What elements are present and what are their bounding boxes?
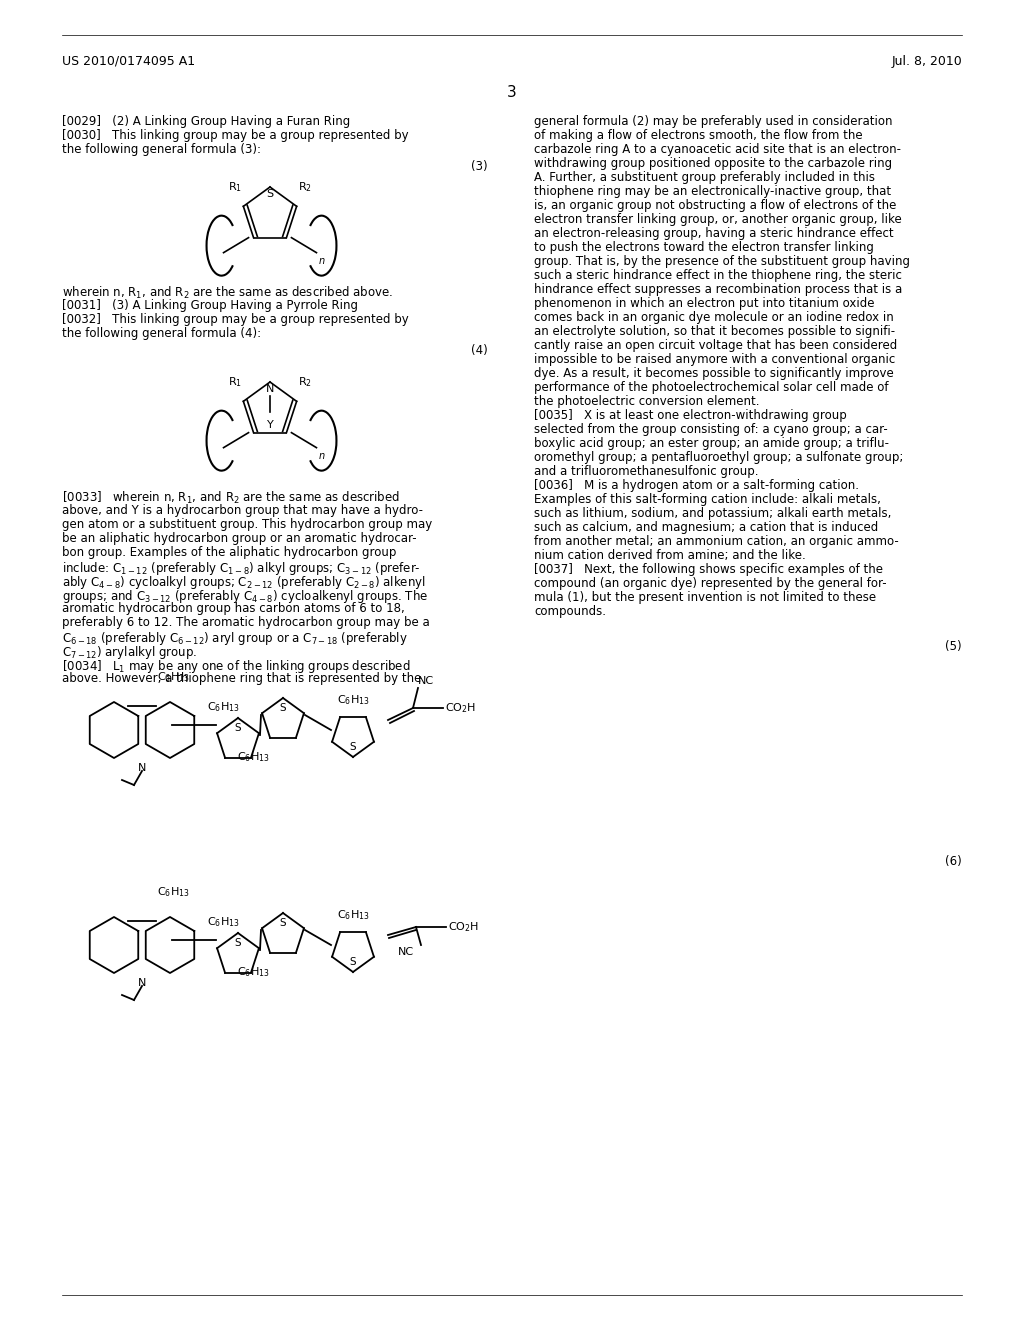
Text: to push the electrons toward the electron transfer linking: to push the electrons toward the electro… xyxy=(534,242,873,253)
Text: selected from the group consisting of: a cyano group; a car-: selected from the group consisting of: a… xyxy=(534,422,888,436)
Text: include: C$_{1-12}$ (preferably C$_{1-8}$) alkyl groups; C$_{3-12}$ (prefer-: include: C$_{1-12}$ (preferably C$_{1-8}… xyxy=(62,560,421,577)
Text: NC: NC xyxy=(418,676,434,686)
Text: R$_2$: R$_2$ xyxy=(298,376,311,389)
Text: mula (1), but the present invention is not limited to these: mula (1), but the present invention is n… xyxy=(534,591,877,605)
Text: such as calcium, and magnesium; a cation that is induced: such as calcium, and magnesium; a cation… xyxy=(534,521,879,535)
Text: groups; and C$_{3-12}$ (preferably C$_{4-8}$) cycloalkenyl groups. The: groups; and C$_{3-12}$ (preferably C$_{4… xyxy=(62,587,428,605)
Text: (3): (3) xyxy=(471,160,488,173)
Text: the following general formula (4):: the following general formula (4): xyxy=(62,327,261,341)
Text: oromethyl group; a pentafluoroethyl group; a sulfonate group;: oromethyl group; a pentafluoroethyl grou… xyxy=(534,451,903,465)
Text: boxylic acid group; an ester group; an amide group; a triflu-: boxylic acid group; an ester group; an a… xyxy=(534,437,889,450)
Text: N: N xyxy=(266,384,274,393)
Text: cantly raise an open circuit voltage that has been considered: cantly raise an open circuit voltage tha… xyxy=(534,339,897,352)
Text: impossible to be raised anymore with a conventional organic: impossible to be raised anymore with a c… xyxy=(534,352,895,366)
Text: C$_6$H$_{13}$: C$_6$H$_{13}$ xyxy=(207,700,240,714)
Text: R$_2$: R$_2$ xyxy=(298,181,311,194)
Text: wherein n, R$_1$, and R$_2$ are the same as described above.: wherein n, R$_1$, and R$_2$ are the same… xyxy=(62,285,393,301)
Text: comes back in an organic dye molecule or an iodine redox in: comes back in an organic dye molecule or… xyxy=(534,312,894,323)
Text: C$_6$H$_{13}$: C$_6$H$_{13}$ xyxy=(157,671,189,684)
Text: S: S xyxy=(280,917,287,928)
Text: (6): (6) xyxy=(945,855,962,869)
Text: be an aliphatic hydrocarbon group or an aromatic hydrocar-: be an aliphatic hydrocarbon group or an … xyxy=(62,532,417,545)
Text: CO$_2$H: CO$_2$H xyxy=(445,701,476,715)
Text: S: S xyxy=(349,742,356,752)
Text: gen atom or a substituent group. This hydrocarbon group may: gen atom or a substituent group. This hy… xyxy=(62,517,432,531)
Text: Examples of this salt-forming cation include: alkali metals,: Examples of this salt-forming cation inc… xyxy=(534,492,881,506)
Text: [0032]   This linking group may be a group represented by: [0032] This linking group may be a group… xyxy=(62,313,409,326)
Text: [0031]   (3) A Linking Group Having a Pyrrole Ring: [0031] (3) A Linking Group Having a Pyrr… xyxy=(62,300,358,312)
Text: preferably 6 to 12. The aromatic hydrocarbon group may be a: preferably 6 to 12. The aromatic hydroca… xyxy=(62,616,430,630)
Text: dye. As a result, it becomes possible to significantly improve: dye. As a result, it becomes possible to… xyxy=(534,367,894,380)
Text: such a steric hindrance effect in the thiophene ring, the steric: such a steric hindrance effect in the th… xyxy=(534,269,902,282)
Text: carbazole ring A to a cyanoacetic acid site that is an electron-: carbazole ring A to a cyanoacetic acid s… xyxy=(534,143,901,156)
Text: $n$: $n$ xyxy=(318,450,326,461)
Text: from another metal; an ammonium cation, an organic ammo-: from another metal; an ammonium cation, … xyxy=(534,535,899,548)
Text: hindrance effect suppresses a recombination process that is a: hindrance effect suppresses a recombinat… xyxy=(534,282,902,296)
Text: [0035]   X is at least one electron-withdrawing group: [0035] X is at least one electron-withdr… xyxy=(534,409,847,422)
Text: C$_{6-18}$ (preferably C$_{6-12}$) aryl group or a C$_{7-18}$ (preferably: C$_{6-18}$ (preferably C$_{6-12}$) aryl … xyxy=(62,630,408,647)
Text: [0029]   (2) A Linking Group Having a Furan Ring: [0029] (2) A Linking Group Having a Fura… xyxy=(62,115,350,128)
Text: S: S xyxy=(349,957,356,968)
Text: and a trifluoromethanesulfonic group.: and a trifluoromethanesulfonic group. xyxy=(534,465,759,478)
Text: C$_6$H$_{13}$: C$_6$H$_{13}$ xyxy=(337,693,370,708)
Text: (5): (5) xyxy=(945,640,962,653)
Text: S: S xyxy=(234,939,242,948)
Text: compounds.: compounds. xyxy=(534,605,606,618)
Text: such as lithium, sodium, and potassium; alkali earth metals,: such as lithium, sodium, and potassium; … xyxy=(534,507,891,520)
Text: C$_6$H$_{13}$: C$_6$H$_{13}$ xyxy=(207,915,240,929)
Text: is, an organic group not obstructing a flow of electrons of the: is, an organic group not obstructing a f… xyxy=(534,199,896,213)
Text: NC: NC xyxy=(398,946,414,957)
Text: R$_1$: R$_1$ xyxy=(228,181,243,194)
Text: $n$: $n$ xyxy=(318,256,326,265)
Text: US 2010/0174095 A1: US 2010/0174095 A1 xyxy=(62,55,196,69)
Text: above, and Y is a hydrocarbon group that may have a hydro-: above, and Y is a hydrocarbon group that… xyxy=(62,504,423,517)
Text: aromatic hydrocarbon group has carbon atoms of 6 to 18,: aromatic hydrocarbon group has carbon at… xyxy=(62,602,404,615)
Text: Jul. 8, 2010: Jul. 8, 2010 xyxy=(891,55,962,69)
Text: compound (an organic dye) represented by the general for-: compound (an organic dye) represented by… xyxy=(534,577,887,590)
Text: S: S xyxy=(234,723,242,733)
Text: [0036]   M is a hydrogen atom or a salt-forming cation.: [0036] M is a hydrogen atom or a salt-fo… xyxy=(534,479,859,492)
Text: the following general formula (3):: the following general formula (3): xyxy=(62,143,261,156)
Text: withdrawing group positioned opposite to the carbazole ring: withdrawing group positioned opposite to… xyxy=(534,157,892,170)
Text: above. However, a thiophene ring that is represented by the: above. However, a thiophene ring that is… xyxy=(62,672,421,685)
Text: S: S xyxy=(266,189,273,199)
Text: CO$_2$H: CO$_2$H xyxy=(449,920,479,935)
Text: 3: 3 xyxy=(507,84,517,100)
Text: group. That is, by the presence of the substituent group having: group. That is, by the presence of the s… xyxy=(534,255,910,268)
Text: [0033]   wherein n, R$_1$, and R$_2$ are the same as described: [0033] wherein n, R$_1$, and R$_2$ are t… xyxy=(62,490,400,506)
Text: [0037]   Next, the following shows specific examples of the: [0037] Next, the following shows specifi… xyxy=(534,564,883,576)
Text: phenomenon in which an electron put into titanium oxide: phenomenon in which an electron put into… xyxy=(534,297,874,310)
Text: C$_6$H$_{13}$: C$_6$H$_{13}$ xyxy=(157,886,189,899)
Text: nium cation derived from amine; and the like.: nium cation derived from amine; and the … xyxy=(534,549,806,562)
Text: [0030]   This linking group may be a group represented by: [0030] This linking group may be a group… xyxy=(62,129,409,143)
Text: C$_6$H$_{13}$: C$_6$H$_{13}$ xyxy=(337,908,370,921)
Text: electron transfer linking group, or, another organic group, like: electron transfer linking group, or, ano… xyxy=(534,213,902,226)
Text: ably C$_{4-8}$) cycloalkyl groups; C$_{2-12}$ (preferably C$_{2-8}$) alkenyl: ably C$_{4-8}$) cycloalkyl groups; C$_{2… xyxy=(62,574,426,591)
Text: C$_{7-12}$) arylalkyl group.: C$_{7-12}$) arylalkyl group. xyxy=(62,644,198,661)
Text: performance of the photoelectrochemical solar cell made of: performance of the photoelectrochemical … xyxy=(534,381,889,393)
Text: [0034]   L$_1$ may be any one of the linking groups described: [0034] L$_1$ may be any one of the linki… xyxy=(62,657,411,675)
Text: thiophene ring may be an electronically-inactive group, that: thiophene ring may be an electronically-… xyxy=(534,185,891,198)
Text: R$_1$: R$_1$ xyxy=(228,376,243,389)
Text: of making a flow of electrons smooth, the flow from the: of making a flow of electrons smooth, th… xyxy=(534,129,862,143)
Text: S: S xyxy=(280,704,287,713)
Text: an electrolyte solution, so that it becomes possible to signifi-: an electrolyte solution, so that it beco… xyxy=(534,325,895,338)
Text: (4): (4) xyxy=(471,345,488,356)
Text: the photoelectric conversion element.: the photoelectric conversion element. xyxy=(534,395,760,408)
Text: C$_6$H$_{13}$: C$_6$H$_{13}$ xyxy=(237,965,269,979)
Text: an electron-releasing group, having a steric hindrance effect: an electron-releasing group, having a st… xyxy=(534,227,894,240)
Text: general formula (2) may be preferably used in consideration: general formula (2) may be preferably us… xyxy=(534,115,893,128)
Text: N: N xyxy=(138,978,146,987)
Text: Y: Y xyxy=(266,420,273,430)
Text: bon group. Examples of the aliphatic hydrocarbon group: bon group. Examples of the aliphatic hyd… xyxy=(62,546,396,558)
Text: N: N xyxy=(138,763,146,774)
Text: A. Further, a substituent group preferably included in this: A. Further, a substituent group preferab… xyxy=(534,172,874,183)
Text: C$_6$H$_{13}$: C$_6$H$_{13}$ xyxy=(237,750,269,764)
